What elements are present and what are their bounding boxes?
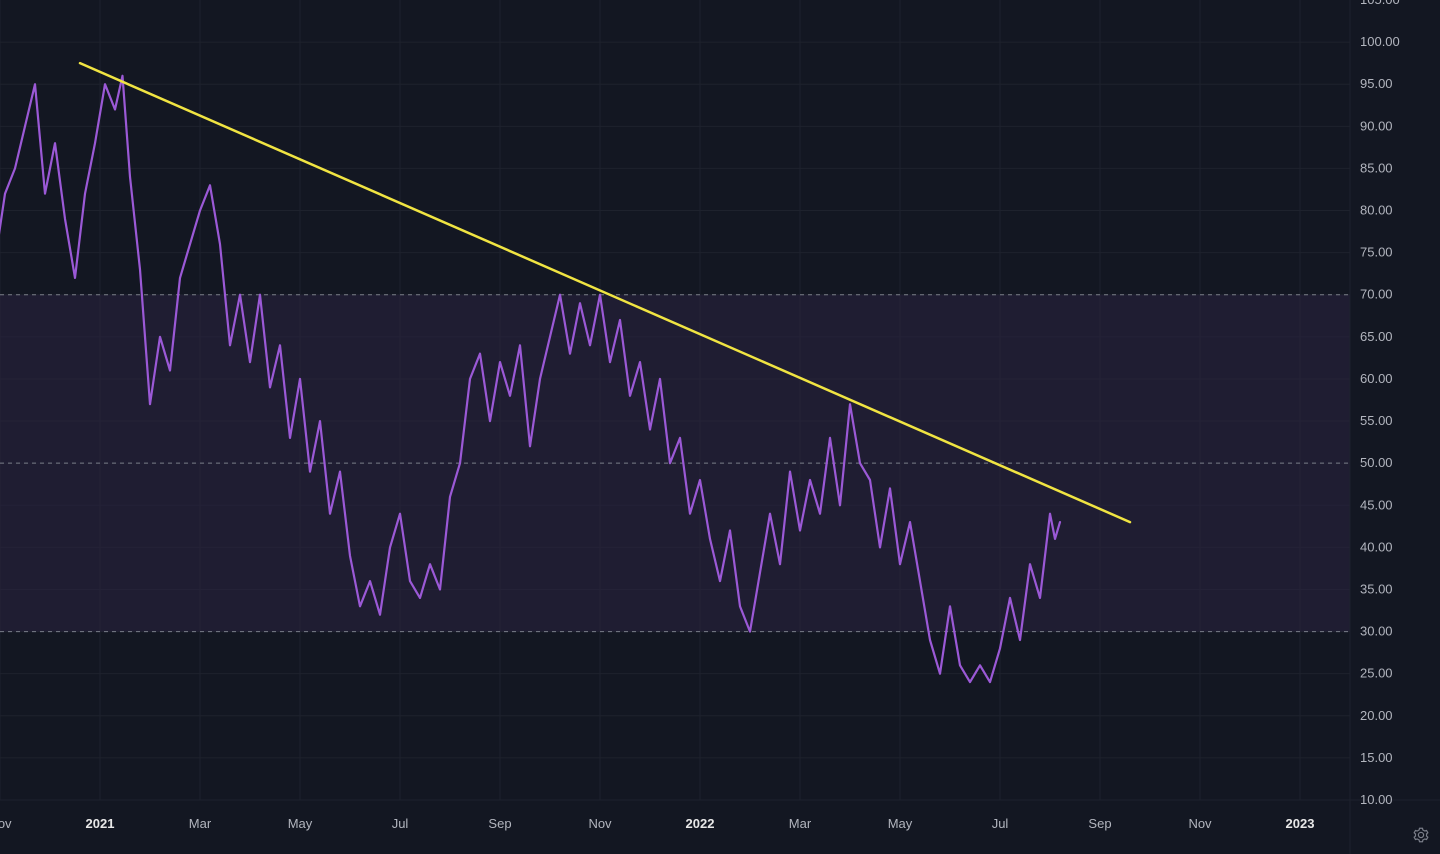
y-axis-label: 10.00 <box>1360 792 1393 807</box>
y-axis-label: 45.00 <box>1360 497 1393 512</box>
y-axis-label: 70.00 <box>1360 287 1393 302</box>
gear-icon <box>1412 826 1430 844</box>
y-axis-label: 30.00 <box>1360 624 1393 639</box>
y-axis-label: 50.00 <box>1360 455 1393 470</box>
price-chart[interactable]: 105.00 100.00 95.00 90.00 85.00 80.00 75.00 70.… <box>0 0 1440 854</box>
x-axis-label: Mar <box>789 816 812 831</box>
x-axis-label: Nov <box>1188 816 1212 831</box>
x-axis-label: Sep <box>1088 816 1111 831</box>
x-axis-label: Nov <box>0 816 12 831</box>
y-axis-label: 60.00 <box>1360 371 1393 386</box>
y-axis-label: 55.00 <box>1360 413 1393 428</box>
x-axis-label: 2022 <box>686 816 715 831</box>
y-axis-label: 75.00 <box>1360 245 1393 260</box>
x-axis-label: Jul <box>992 816 1009 831</box>
x-axis-label: May <box>888 816 913 831</box>
x-axis-label: Mar <box>189 816 212 831</box>
y-axis-label: 80.00 <box>1360 203 1393 218</box>
x-axis-label: Jul <box>392 816 409 831</box>
y-axis-label: 65.00 <box>1360 329 1393 344</box>
x-axis-label: 2023 <box>1286 816 1315 831</box>
y-axis-label: 100.00 <box>1360 34 1400 49</box>
x-axis-label: Sep <box>488 816 511 831</box>
x-axis-label: 2021 <box>86 816 115 831</box>
y-axis-label: 85.00 <box>1360 160 1393 175</box>
y-axis-label: 25.00 <box>1360 666 1393 681</box>
x-axis-label: May <box>288 816 313 831</box>
y-axis-label: 95.00 <box>1360 76 1393 91</box>
y-axis-label: 35.00 <box>1360 581 1393 596</box>
chart-settings-button[interactable] <box>1410 824 1432 846</box>
y-axis-label: 40.00 <box>1360 539 1393 554</box>
y-axis-label: 15.00 <box>1360 750 1393 765</box>
y-axis-label: 105.00 <box>1360 0 1400 7</box>
y-axis-label: 90.00 <box>1360 118 1393 133</box>
chart-svg[interactable]: 105.00 100.00 95.00 90.00 85.00 80.00 75.00 70.… <box>0 0 1440 854</box>
x-axis-label: Nov <box>588 816 612 831</box>
y-axis-label: 20.00 <box>1360 708 1393 723</box>
